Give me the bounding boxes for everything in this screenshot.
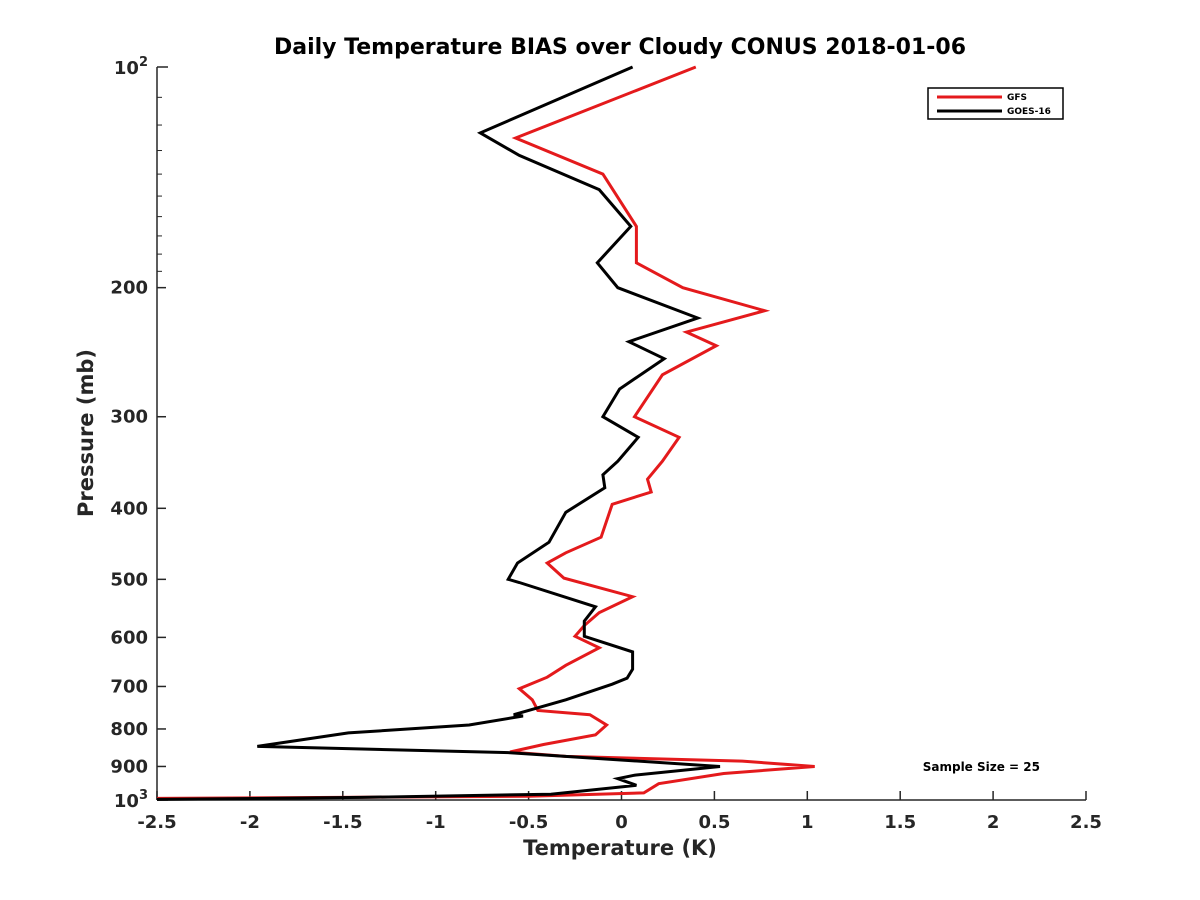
plot-area: -2.5 -2 -1.5 -1 -0.5 0 0.5 1 1.5 2 2.5 200 300 400 500… <box>110 55 1102 833</box>
y-tick-label: 300 <box>110 407 148 428</box>
y-tick-label: 700 <box>110 676 148 697</box>
y-tick-label: 102 <box>114 55 148 79</box>
y-tick-label: 500 <box>110 569 148 590</box>
chart-title: Daily Temperature BIAS over Cloudy CONUS… <box>274 35 966 60</box>
x-tick-label: 0.5 <box>698 812 730 833</box>
y-tick-label: 103 <box>114 788 148 812</box>
legend: GFS GOES-16 <box>927 87 1064 120</box>
x-tick-label: -1.5 <box>323 812 362 833</box>
series-line-goes16 <box>156 65 721 801</box>
y-tick-label: 200 <box>110 278 148 299</box>
x-tick-label: -2 <box>240 812 260 833</box>
x-tick-label: 2 <box>987 812 1000 833</box>
series-line-gfs <box>156 65 815 800</box>
x-axis-label: Temperature (K) <box>523 836 717 860</box>
x-tick-label: -2.5 <box>137 812 176 833</box>
legend-box <box>927 87 1064 120</box>
x-tick-label: 1.5 <box>884 812 916 833</box>
x-tick-label: -1 <box>426 812 446 833</box>
y-tick-label: 800 <box>110 719 148 740</box>
y-tick-label: 600 <box>110 627 148 648</box>
y-tick-label: 400 <box>110 498 148 519</box>
x-tick-label: -0.5 <box>509 812 548 833</box>
x-tick-label: 2.5 <box>1070 812 1102 833</box>
y-tick-label: 900 <box>110 756 148 777</box>
legend-label-gfs: GFS <box>1007 93 1027 103</box>
y-axis-label: Pressure (mb) <box>74 349 98 517</box>
legend-label-goes16: GOES-16 <box>1007 107 1051 117</box>
x-tick-label: 0 <box>615 812 628 833</box>
sample-size-annotation: Sample Size = 25 <box>923 760 1040 774</box>
x-tick-label: 1 <box>801 812 814 833</box>
